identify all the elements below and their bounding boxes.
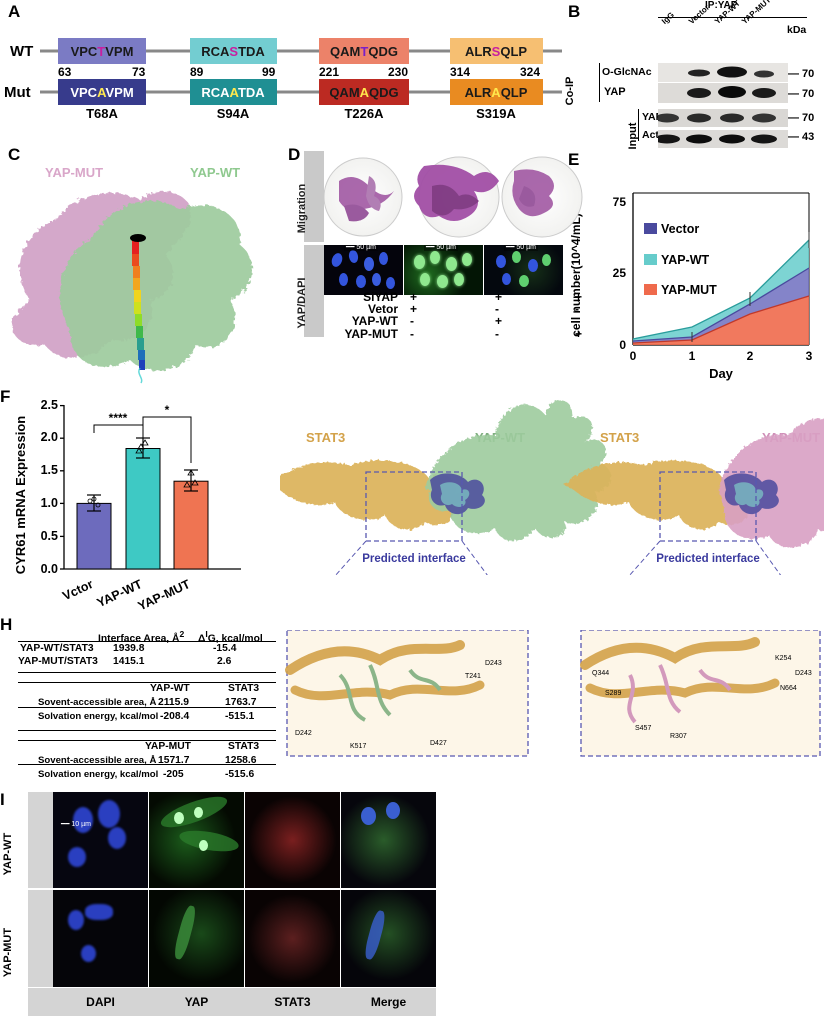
svg-text:3: 3: [806, 349, 813, 363]
svg-text:0: 0: [630, 349, 637, 363]
svg-text:Vector: Vector: [661, 222, 699, 236]
svg-text:N664: N664: [780, 685, 797, 692]
svg-text:VPCAVPM: VPCAVPM: [70, 85, 133, 100]
svg-text:89: 89: [190, 65, 204, 79]
svg-text:ALRAQLP: ALRAQLP: [465, 85, 528, 100]
svg-text:STAT3: STAT3: [306, 430, 345, 445]
svg-text:T241: T241: [465, 673, 481, 680]
svg-text:YAP-MUT: YAP-MUT: [661, 283, 717, 297]
svg-text:S319A: S319A: [476, 106, 516, 121]
svg-text:0.5: 0.5: [41, 529, 58, 543]
svg-text:Vctor: Vctor: [60, 577, 95, 603]
svg-text:WT: WT: [10, 43, 33, 60]
svg-text:2: 2: [747, 349, 754, 363]
svg-text:****: ****: [109, 411, 128, 425]
svg-text:QAMAQDG: QAMAQDG: [329, 85, 398, 100]
svg-text:75: 75: [613, 195, 627, 209]
svg-text:Predicted interface: Predicted interface: [656, 553, 760, 565]
svg-text:CYR61 mRNA Expression: CYR61 mRNA Expression: [13, 416, 28, 575]
svg-text:R307: R307: [670, 733, 687, 740]
svg-text:1: 1: [689, 349, 696, 363]
svg-text:RCASTDA: RCASTDA: [201, 44, 265, 59]
svg-text:73: 73: [132, 65, 146, 79]
svg-text:25: 25: [613, 266, 627, 280]
svg-text:S289: S289: [605, 690, 621, 697]
svg-text:YAP-MUT: YAP-MUT: [136, 577, 193, 610]
svg-text:STAT3: STAT3: [600, 430, 639, 445]
svg-text:K517: K517: [350, 743, 366, 750]
svg-text:K254: K254: [775, 655, 791, 662]
svg-text:0: 0: [619, 338, 626, 352]
svg-text:T226A: T226A: [344, 106, 384, 121]
svg-text:T68A: T68A: [86, 106, 118, 121]
svg-text:YAP-WT: YAP-WT: [661, 253, 710, 267]
svg-text:S94A: S94A: [217, 106, 250, 121]
svg-text:ALRSQLP: ALRSQLP: [465, 44, 527, 59]
svg-text:D243: D243: [485, 660, 502, 667]
svg-text:2.0: 2.0: [41, 430, 58, 444]
svg-text:1.5: 1.5: [41, 463, 58, 477]
svg-text:230: 230: [388, 65, 408, 79]
svg-text:Predicted interface: Predicted interface: [362, 553, 466, 565]
svg-text:VPCTVPM: VPCTVPM: [71, 44, 134, 59]
svg-text:Mut: Mut: [4, 84, 31, 101]
svg-text:63: 63: [58, 65, 72, 79]
svg-text:RCAATDA: RCAATDA: [201, 85, 265, 100]
svg-text:D243: D243: [795, 670, 812, 677]
svg-text:S457: S457: [635, 725, 651, 732]
svg-text:314: 314: [450, 65, 470, 79]
svg-text:QAMTQDG: QAMTQDG: [330, 44, 398, 59]
svg-text:99: 99: [262, 65, 276, 79]
svg-text:324: 324: [520, 65, 540, 79]
svg-text:0.0: 0.0: [41, 562, 58, 576]
svg-text:1.0: 1.0: [41, 496, 58, 510]
svg-text:Day: Day: [709, 366, 734, 381]
svg-text:221: 221: [319, 65, 339, 79]
svg-text:Q344: Q344: [592, 670, 609, 677]
svg-text:D242: D242: [295, 730, 312, 737]
svg-text:D427: D427: [430, 740, 447, 747]
